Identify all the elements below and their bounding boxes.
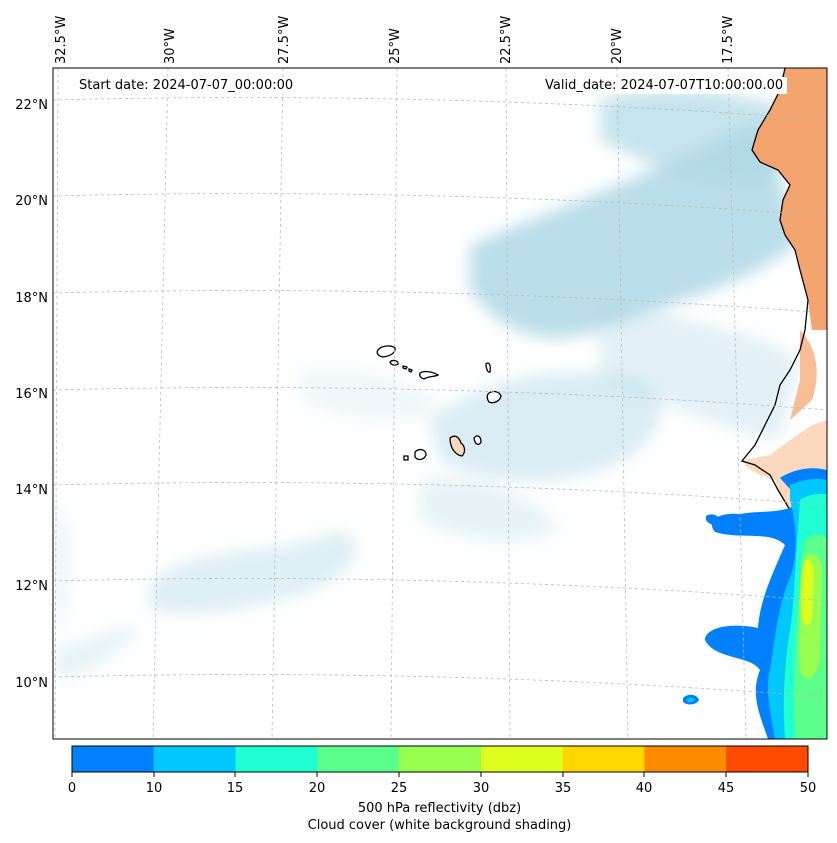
lon-label-30w: 30°W [163, 28, 178, 64]
colorbar-tick-label: 10 [145, 781, 163, 796]
cloud-cover-layer [55, 89, 800, 680]
map-frame [52, 67, 828, 740]
colorbar-tick-label: 40 [635, 781, 653, 796]
lon-label-20w: 20°W [610, 28, 625, 64]
colorbar-tick-label: 20 [308, 781, 326, 796]
colorbar-label-reflectivity: 500 hPa reflectivity (dbz) [357, 801, 522, 816]
graticule [53, 68, 827, 739]
lat-label-12n: 12°N [15, 579, 48, 594]
colorbar-tick-label: 25 [390, 781, 408, 796]
colorbar-ticks [71, 772, 809, 777]
colorbar-segment [399, 746, 482, 772]
lat-label-20n: 20°N [15, 194, 48, 209]
reflectivity-layer [683, 468, 827, 739]
land-layer [740, 68, 827, 739]
colorbar-tick-label: 35 [554, 781, 572, 796]
lat-label-10n: 10°N [15, 676, 48, 691]
colorbar-segment [644, 746, 727, 772]
lon-label-17-5w: 17.5°W [721, 15, 736, 64]
lon-label-32-5w: 32.5°W [54, 15, 69, 64]
lat-label-22n: 22°N [15, 98, 48, 113]
colorbar-tick-label: 0 [67, 781, 77, 796]
colorbar-label-cloud-cover: Cloud cover (white background shading) [307, 818, 572, 833]
lat-label-16n: 16°N [15, 387, 48, 402]
colorbar-segment [153, 746, 237, 772]
map-area [53, 68, 827, 739]
colorbar [72, 746, 809, 772]
colorbar-segment [72, 746, 155, 772]
colorbar-tick-label: 45 [717, 781, 735, 796]
lon-label-22-5w: 22.5°W [499, 15, 514, 64]
colorbar-tick-label: 30 [472, 781, 490, 796]
colorbar-segment [235, 746, 318, 772]
lat-label-14n: 14°N [15, 483, 48, 498]
colorbar-segment [726, 746, 809, 772]
colorbar-frame [71, 745, 809, 773]
start-date-label: Start date: 2024-07-07_00:00:00 [75, 77, 298, 94]
colorbar-segment [317, 746, 400, 772]
lat-label-18n: 18°N [15, 291, 48, 306]
colorbar-segment [480, 746, 564, 772]
lon-label-27-5w: 27.5°W [277, 15, 292, 64]
islands-layer [376, 345, 502, 461]
colorbar-tick-label: 15 [226, 781, 244, 796]
colorbar-tick-label: 50 [799, 781, 817, 796]
lon-label-25w: 25°W [388, 28, 403, 64]
colorbar-segment [562, 746, 645, 772]
valid-date-label: Valid_date: 2024-07-07T10:00:00.00 [541, 77, 788, 94]
